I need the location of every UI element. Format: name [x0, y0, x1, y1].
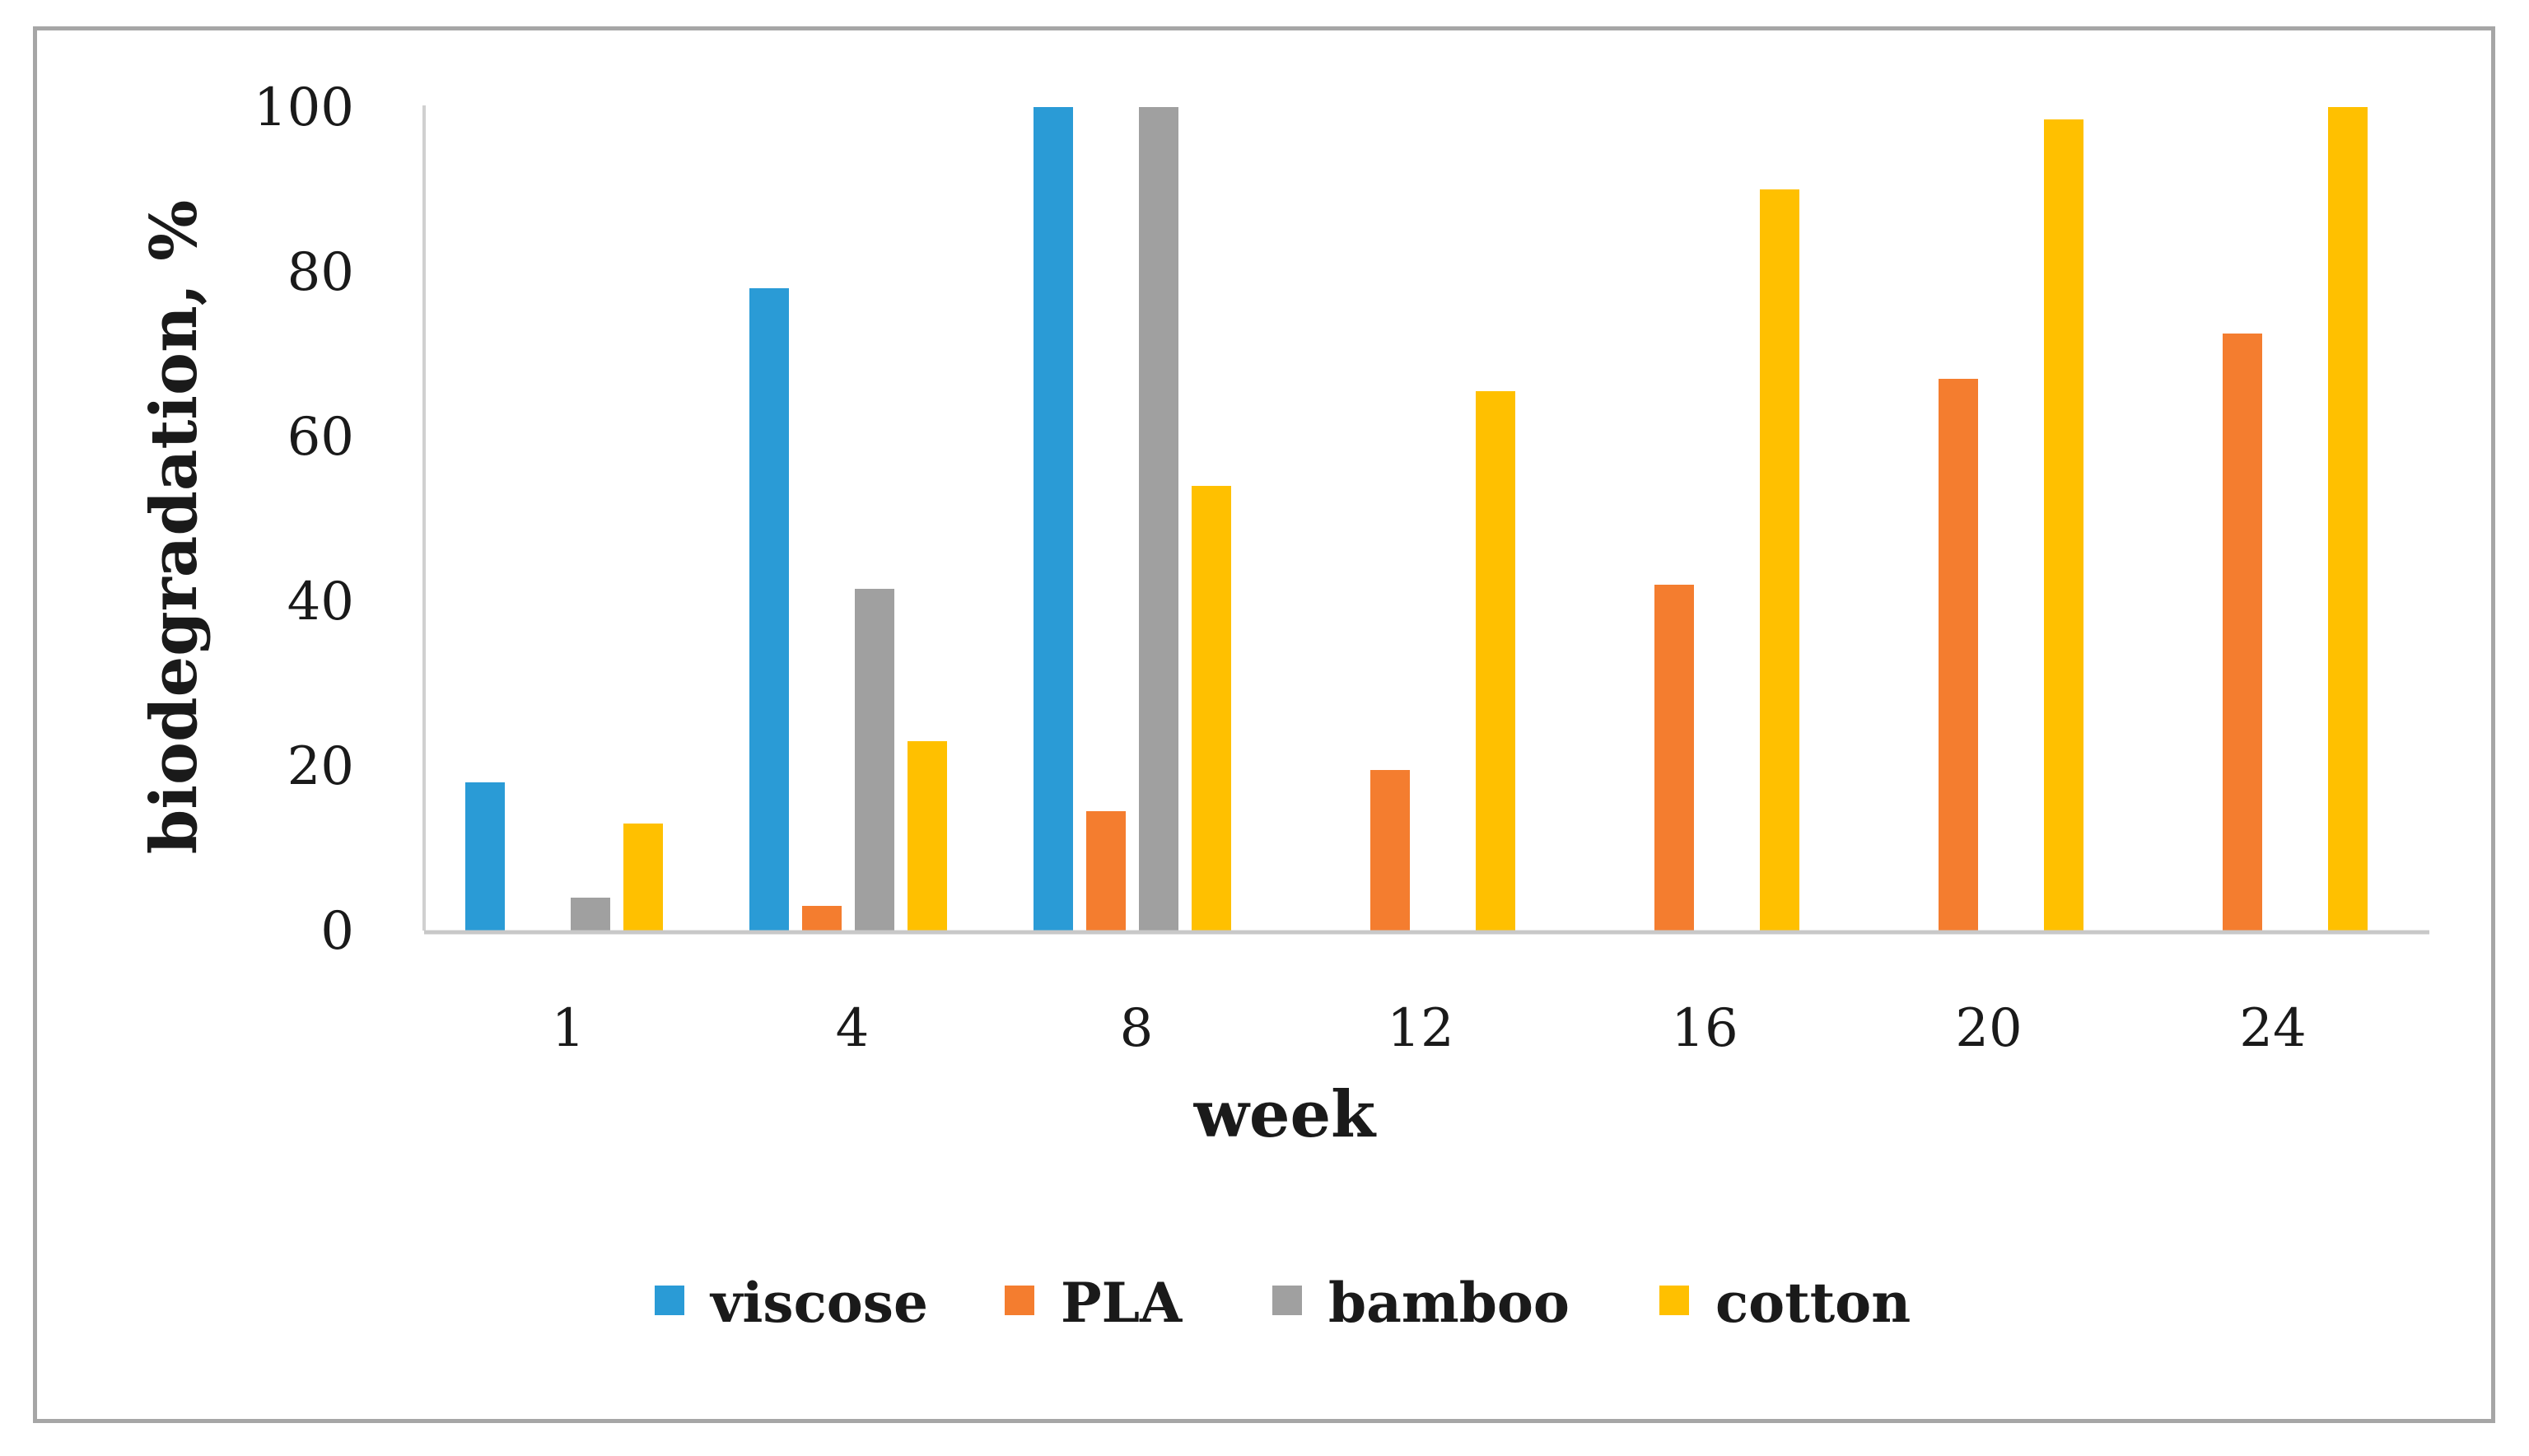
bars-group	[465, 107, 2368, 931]
y-tick-label-40: 40	[287, 572, 354, 632]
legend-label-pla: PLA	[1061, 1271, 1183, 1335]
legend-swatch-viscose	[655, 1286, 684, 1315]
legend: viscose PLA bamboo cotton	[655, 1271, 1911, 1335]
bar-pla-week-24	[2223, 334, 2262, 931]
y-axis-ticks: 0 20 40 60 80 100	[254, 77, 354, 962]
bar-pla-week-8	[1086, 811, 1126, 931]
x-tick-label-8: 8	[1120, 998, 1154, 1059]
x-tick-label-4: 4	[836, 998, 870, 1059]
y-tick-label-20: 20	[287, 736, 354, 797]
y-tick-label-0: 0	[320, 901, 354, 962]
bar-cotton-week-16	[1760, 189, 1799, 931]
legend-label-viscose: viscose	[709, 1271, 928, 1335]
bar-cotton-week-1	[623, 824, 663, 931]
legend-swatch-bamboo	[1272, 1286, 1302, 1315]
legend-label-cotton: cotton	[1715, 1271, 1911, 1335]
x-tick-label-12: 12	[1387, 998, 1453, 1059]
x-axis-title: week	[1193, 1077, 1377, 1152]
bar-cotton-week-4	[908, 741, 947, 931]
legend-swatch-cotton	[1659, 1286, 1689, 1315]
y-axis-title: biodegradation, %	[137, 200, 212, 854]
bar-pla-week-12	[1370, 770, 1410, 931]
bar-viscose-week-4	[749, 288, 789, 931]
x-tick-label-16: 16	[1671, 998, 1738, 1059]
legend-label-bamboo: bamboo	[1328, 1271, 1570, 1335]
bar-pla-week-4	[802, 906, 842, 931]
chart-frame	[33, 26, 2495, 1423]
legend-swatch-pla	[1005, 1286, 1034, 1315]
y-tick-label-100: 100	[254, 77, 354, 138]
bar-bamboo-week-1	[571, 898, 610, 931]
bar-cotton-week-8	[1192, 486, 1231, 931]
bar-bamboo-week-8	[1139, 107, 1178, 931]
bar-cotton-week-12	[1476, 391, 1515, 931]
bar-pla-week-20	[1939, 379, 1978, 931]
bar-pla-week-16	[1654, 585, 1694, 931]
y-tick-label-60: 60	[287, 407, 354, 468]
bar-cotton-week-20	[2044, 119, 2083, 931]
bar-cotton-week-24	[2328, 107, 2368, 931]
x-tick-label-24: 24	[2239, 998, 2306, 1059]
x-tick-label-1: 1	[552, 998, 586, 1059]
bar-viscose-week-1	[465, 782, 505, 931]
bar-viscose-week-8	[1034, 107, 1073, 931]
x-tick-label-20: 20	[1955, 998, 2022, 1059]
bar-bamboo-week-4	[855, 589, 894, 931]
x-axis-ticks: 1 4 8 12 16 20 24	[552, 998, 2307, 1059]
y-tick-label-80: 80	[287, 242, 354, 303]
